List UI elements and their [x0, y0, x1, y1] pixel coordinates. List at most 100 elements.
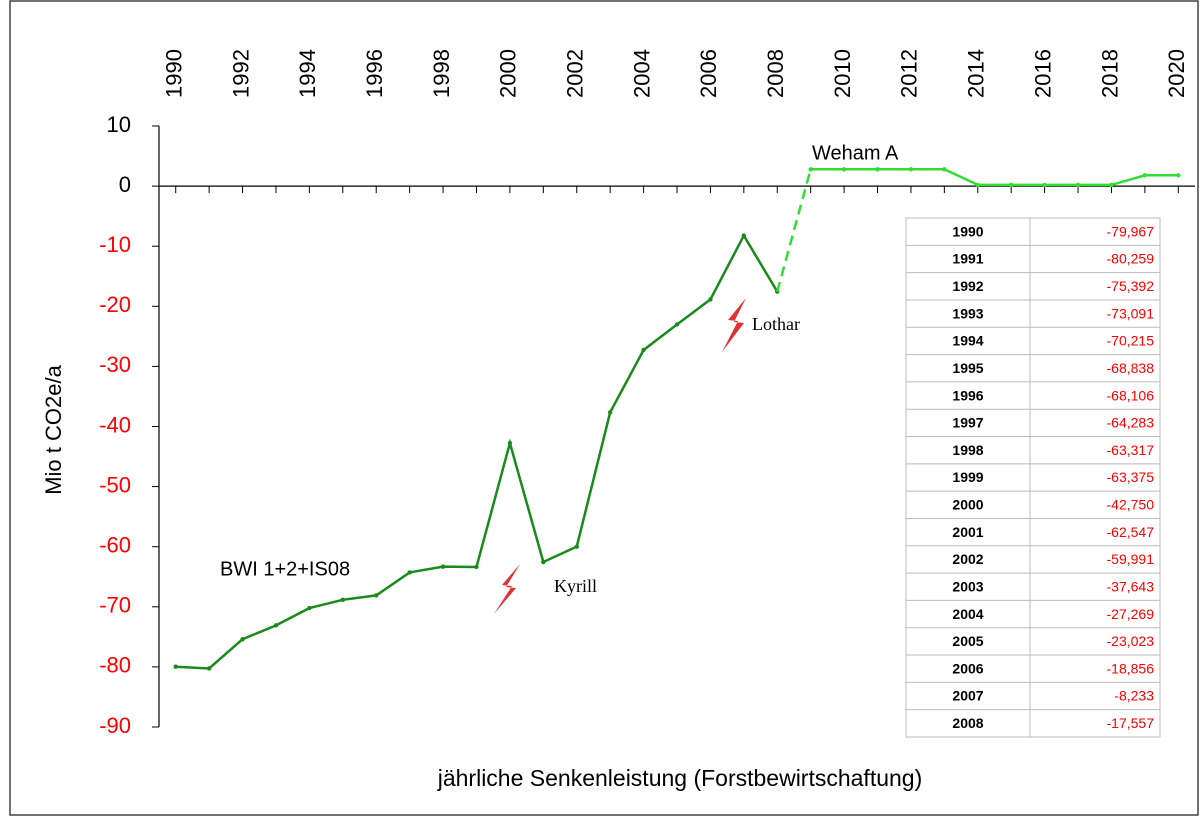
- point: [374, 593, 379, 598]
- x-tick-label: 1992: [228, 49, 253, 98]
- point: [1109, 182, 1114, 188]
- y-tick-label: 10: [107, 112, 131, 137]
- y-tick-label: -80: [99, 653, 131, 678]
- x-tick-label: 1990: [162, 49, 187, 98]
- point: [173, 664, 178, 669]
- y-tick-label: -20: [99, 292, 131, 317]
- table-value: -17,557: [1107, 715, 1155, 731]
- point: [607, 410, 613, 415]
- x-tick-label: 2020: [1164, 49, 1189, 98]
- table-year: 1998: [952, 442, 983, 458]
- table-year: 1994: [952, 333, 983, 349]
- x-tick-label: 2012: [897, 49, 922, 98]
- point: [674, 322, 680, 327]
- y-tick-label: -30: [99, 352, 131, 377]
- point: [942, 167, 947, 172]
- table-year: 2003: [952, 578, 983, 594]
- point: [1042, 182, 1047, 188]
- kyrill-icon: [494, 564, 520, 614]
- y-tick-label: -40: [99, 412, 131, 437]
- table-value: -59,991: [1107, 551, 1155, 567]
- point: [574, 544, 579, 549]
- y-tick-label: -90: [99, 713, 131, 738]
- x-tick-label: 2006: [696, 49, 721, 98]
- y-tick-label: 0: [119, 172, 131, 197]
- table-year: 1992: [952, 278, 983, 294]
- table: [905, 217, 1161, 738]
- table-value: -68,838: [1107, 360, 1155, 376]
- y-tick-label: -60: [99, 533, 131, 558]
- y-tick-label: -50: [99, 472, 131, 497]
- point: [407, 570, 412, 575]
- line: [810, 168, 1179, 187]
- table-year: 1999: [952, 469, 983, 485]
- annotation: Lothar: [752, 314, 800, 334]
- table-value: -63,317: [1107, 442, 1155, 458]
- point: [808, 167, 813, 172]
- point: [1142, 173, 1148, 178]
- point: [240, 637, 245, 642]
- table-value: -8,233: [1114, 688, 1154, 704]
- point: [1075, 182, 1081, 188]
- table-value: -64,283: [1107, 415, 1155, 431]
- table-value: -70,215: [1107, 333, 1155, 349]
- table-year: 2000: [952, 497, 983, 513]
- table-value: -62,547: [1107, 524, 1155, 540]
- point: [307, 605, 312, 611]
- point: [206, 666, 212, 671]
- point: [1176, 173, 1181, 178]
- point: [474, 564, 479, 570]
- x-tick-label: 2002: [563, 49, 588, 98]
- table-year: 2006: [952, 660, 983, 676]
- x-tick-label: 2018: [1097, 49, 1122, 98]
- table-year: 1990: [952, 223, 983, 239]
- point: [541, 559, 546, 565]
- table-value: -79,967: [1107, 223, 1155, 239]
- series-label: Weham A: [812, 142, 899, 164]
- point: [507, 440, 513, 446]
- table-value: -63,375: [1107, 469, 1155, 485]
- table-year: 2004: [952, 606, 983, 622]
- point: [841, 167, 847, 172]
- x-tick-label: 2010: [830, 49, 855, 98]
- lothar-icon: [722, 298, 746, 352]
- table-value: -73,091: [1107, 305, 1155, 321]
- y-axis-label: Mio t CO2e/a: [41, 364, 66, 494]
- point: [273, 623, 279, 628]
- x-tick-label: 1996: [362, 49, 387, 98]
- y-tick-label: -70: [99, 593, 131, 618]
- x-tick-label: 2008: [763, 49, 788, 98]
- table-year: 1991: [952, 251, 983, 267]
- table-year: 1997: [952, 415, 983, 431]
- point: [1008, 182, 1014, 188]
- x-tick-label: 1994: [295, 49, 320, 98]
- table-year: 2001: [952, 524, 983, 540]
- x-tick-label: 2014: [964, 49, 989, 98]
- table-value: -68,106: [1107, 387, 1155, 403]
- table-year: 1996: [952, 387, 983, 403]
- x-axis-label: jährliche Senkenleistung (Forstbewirtsch…: [437, 765, 923, 791]
- point: [975, 182, 980, 188]
- table-year: 2007: [952, 688, 983, 704]
- point: [641, 347, 646, 353]
- table-year: 1995: [952, 360, 983, 376]
- table-value: -42,750: [1107, 497, 1155, 513]
- x-tick-label: 2004: [629, 49, 654, 98]
- series-label: BWI 1+2+IS08: [220, 558, 350, 580]
- point: [875, 167, 880, 172]
- connector: [776, 168, 812, 292]
- x-tick-label: 2016: [1030, 49, 1055, 98]
- annotation: Kyrill: [554, 576, 597, 596]
- table-value: -75,392: [1107, 278, 1155, 294]
- table-value: -80,259: [1107, 251, 1155, 267]
- table-year: 2002: [952, 551, 983, 567]
- table-value: -37,643: [1107, 578, 1155, 594]
- y-tick-label: -10: [99, 232, 131, 257]
- point: [908, 167, 914, 172]
- table-value: -27,269: [1107, 606, 1155, 622]
- table-year: 1993: [952, 305, 983, 321]
- point: [741, 233, 747, 238]
- x-tick-label: 1998: [429, 49, 454, 98]
- point: [440, 564, 446, 569]
